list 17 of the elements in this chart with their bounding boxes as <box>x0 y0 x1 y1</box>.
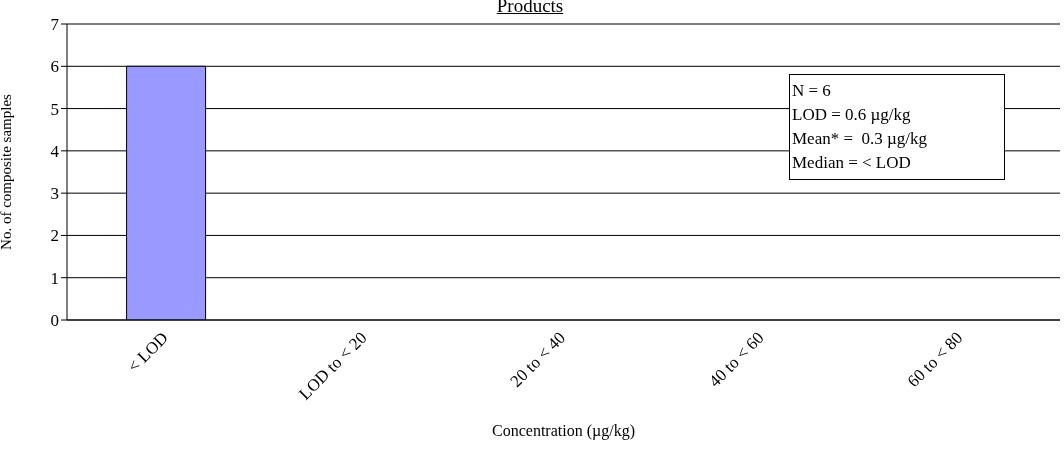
y-tick-label: 3 <box>50 184 59 204</box>
y-tick-label: 5 <box>50 99 59 119</box>
annotation: Median = < LOD <box>792 152 912 174</box>
y-tick-label: 6 <box>50 57 59 77</box>
y-tick-label: 4 <box>50 141 60 161</box>
y-tick-label: 1 <box>50 268 59 288</box>
y-tick-label: 7 <box>50 15 60 35</box>
annotation: LOD = 0.6 µg/kg <box>792 104 912 126</box>
y-tick-label: 0 <box>50 311 59 331</box>
x-tick-label: 60 to < 80 <box>903 328 967 391</box>
annotation: Mean* = 0.3 µg/kg <box>792 128 929 150</box>
x-tick-label: 20 to < 40 <box>506 328 570 391</box>
x-axis-title: Concentration (µg/kg) <box>492 422 635 440</box>
x-tick-label: 40 to < 60 <box>705 328 768 391</box>
y-tick-label: 2 <box>50 226 59 246</box>
annotation: N = 6 <box>792 80 832 102</box>
y-axis-title: No. of composite samples <box>0 93 15 250</box>
